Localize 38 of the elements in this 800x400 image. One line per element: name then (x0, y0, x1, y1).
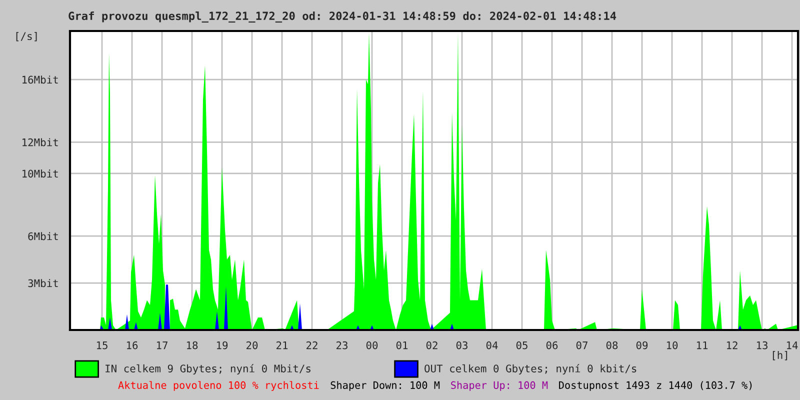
x-tick-label: 22 (306, 341, 318, 350)
x-tick-label: 10 (666, 341, 678, 350)
x-tick-label: 02 (426, 341, 438, 350)
x-tick-label: 19 (216, 341, 228, 350)
y-tick-label: 10Mbit (22, 170, 58, 178)
y-tick-label: 16Mbit (22, 76, 58, 84)
x-tick-label: 14 (786, 341, 798, 350)
x-tick-label: 04 (486, 341, 498, 350)
x-tick-label: 03 (456, 341, 468, 350)
x-tick-label: 18 (186, 341, 198, 350)
y-tick-label: 6Mbit (28, 232, 58, 240)
x-tick-label: 16 (126, 341, 138, 350)
x-tick-label: 05 (516, 341, 528, 350)
x-tick-label: 13 (756, 341, 768, 350)
x-tick-label: 21 (276, 341, 288, 350)
x-tick-label: 15 (96, 341, 108, 350)
x-tick-label: 06 (546, 341, 558, 350)
x-tick-label: 07 (576, 341, 588, 350)
chart-title: Graf provozu quesmpl_172_21_172_20 od: 2024-01-31 14:48:59 do: 2024-02-01 14:48:14 (68, 11, 616, 23)
y-tick-label: 12Mbit (22, 138, 58, 146)
x-tick-label: 20 (246, 341, 258, 350)
x-tick-label: 00 (366, 341, 378, 350)
x-tick-label: 08 (606, 341, 618, 350)
x-tick-label: 12 (726, 341, 738, 350)
x-axis-title: [h] (772, 350, 788, 360)
x-tick-label: 23 (336, 341, 348, 350)
x-tick-label: 01 (396, 341, 408, 350)
legend-label: OUT celkem 0 Gbytes; nyní 0 kbit/s (424, 364, 636, 374)
text: Aktualne povoleno 100 % rychlosti (118, 381, 319, 391)
legend-label: IN celkem 9 Gbytes; nyní 0 Mbit/s (106, 364, 310, 374)
x-tick-label: 11 (696, 341, 708, 350)
x-tick-label: 17 (156, 341, 168, 350)
text: Shaper Up: 100 M (451, 381, 548, 391)
y-tick-label: 3Mbit (28, 279, 58, 288)
text: Shaper Down: 100 M (330, 381, 440, 391)
x-tick-label: 09 (636, 341, 648, 350)
text: Dostupnost 1493 z 1440 (103.7 %) (559, 381, 752, 391)
y-axis-title: [/s] (16, 32, 37, 42)
